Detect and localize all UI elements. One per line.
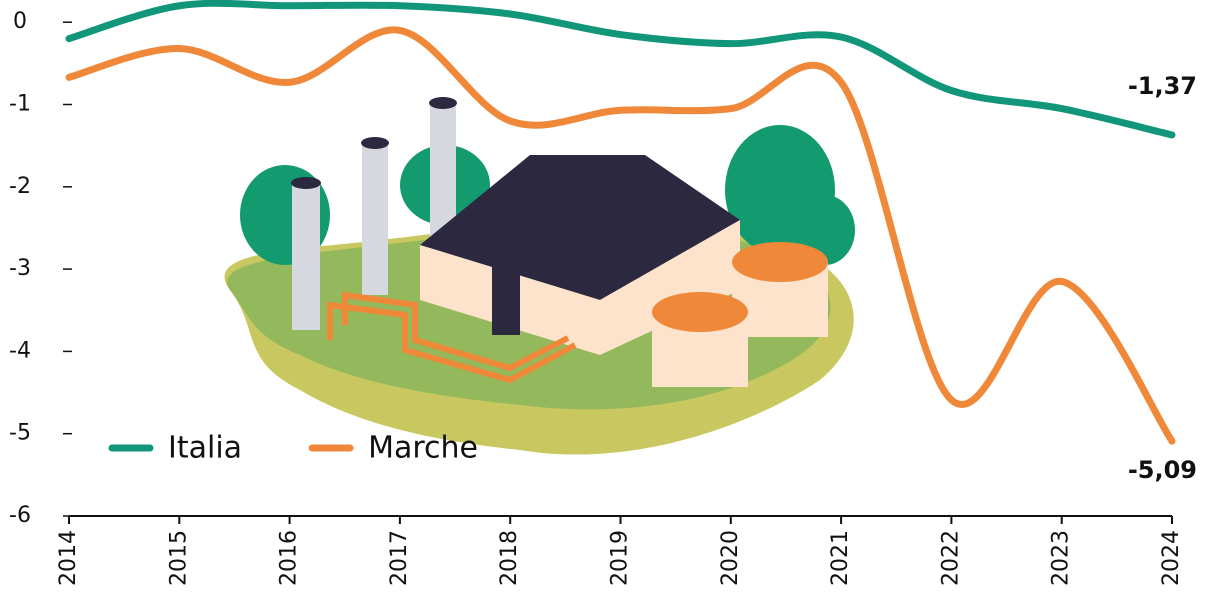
x-tick-label: 2015 xyxy=(166,530,191,586)
x-tick-label: 2017 xyxy=(387,530,412,586)
legend-label: Marche xyxy=(368,431,478,466)
x-tick-label: 2014 xyxy=(56,530,81,586)
y-tick-label: -5 xyxy=(9,421,31,446)
x-tick-label: 2024 xyxy=(1159,530,1184,586)
legend-label: Italia xyxy=(168,431,242,466)
x-tick-label: 2020 xyxy=(718,530,743,586)
series-line xyxy=(65,26,1176,445)
illustration xyxy=(224,97,855,455)
y-tick-label: -2 xyxy=(9,174,31,199)
x-tick-label: 2022 xyxy=(938,530,963,586)
y-tick-label: 0 xyxy=(13,9,27,34)
y-tick-label: -6 xyxy=(9,503,31,528)
x-tick-label: 2021 xyxy=(828,530,853,586)
x-tick-label: 2019 xyxy=(608,530,633,586)
y-tick-label: -4 xyxy=(9,338,31,363)
y-tick-label: -3 xyxy=(9,256,31,281)
y-tick-label: -1 xyxy=(9,92,31,117)
x-tick-label: 2023 xyxy=(1049,530,1074,586)
series-line xyxy=(65,0,1176,139)
value-label: -1,37 xyxy=(1128,72,1197,100)
x-tick-label: 2018 xyxy=(497,530,522,586)
value-label: -5,09 xyxy=(1128,456,1197,484)
x-tick-label: 2016 xyxy=(277,530,302,586)
